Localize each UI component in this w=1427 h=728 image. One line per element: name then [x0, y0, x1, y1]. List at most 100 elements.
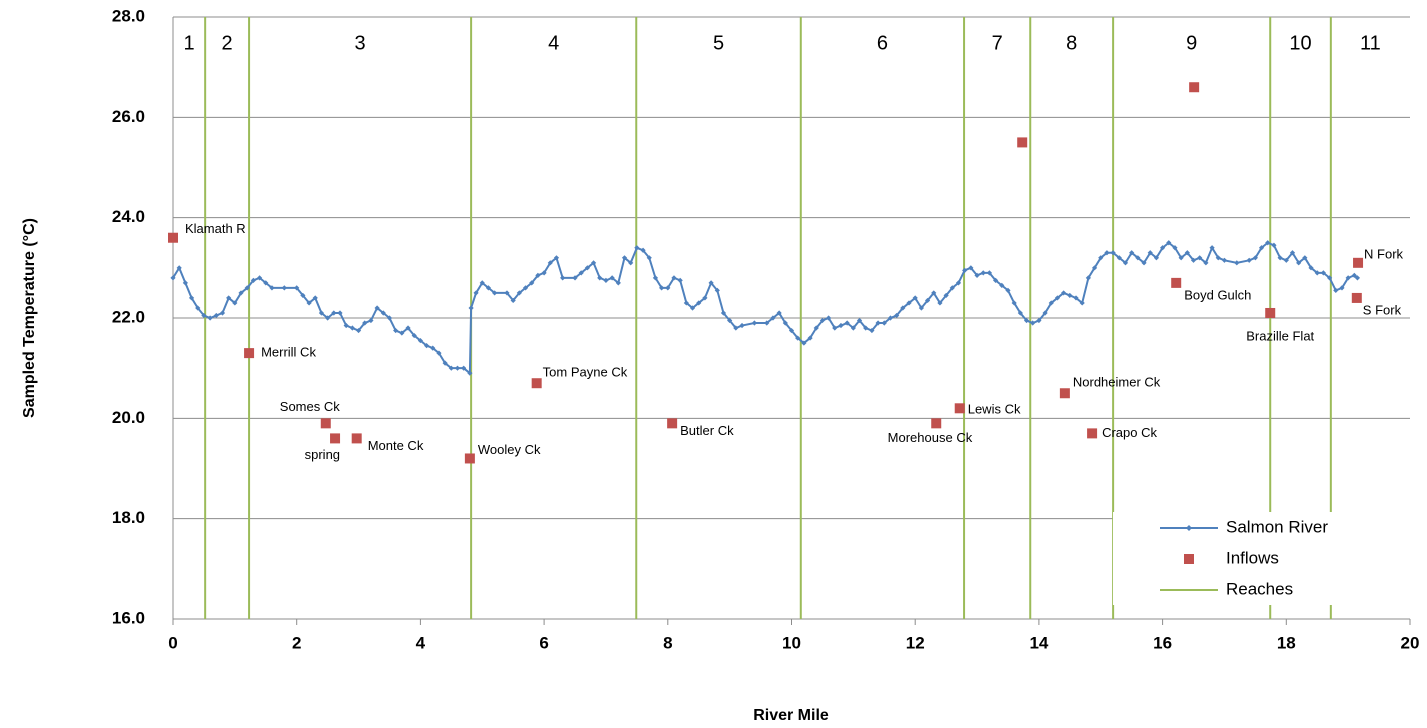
temperature-marker	[844, 320, 850, 326]
x-tick-label: 20	[1401, 633, 1420, 652]
inflow-marker	[931, 418, 942, 429]
temperature-marker	[646, 255, 652, 261]
temperature-marker	[850, 325, 856, 331]
temperature-marker	[739, 322, 745, 329]
legend-label: Reaches	[1226, 579, 1293, 598]
temperature-marker	[714, 287, 720, 294]
temperature-marker	[1104, 250, 1110, 256]
temperature-marker	[374, 305, 380, 311]
temperature-marker	[1023, 317, 1030, 324]
y-tick-label: 28.0	[112, 6, 145, 25]
temperature-marker	[343, 322, 349, 329]
temperature-marker	[584, 265, 590, 271]
temperature-marker	[244, 285, 250, 291]
temperature-marker	[1283, 257, 1289, 263]
temperature-marker	[1215, 255, 1221, 261]
temperature-marker	[485, 285, 492, 291]
temperature-marker	[468, 305, 474, 311]
inflow-label: N Fork	[1364, 246, 1404, 261]
temperature-marker	[473, 290, 479, 296]
inflow-label: Monte Ck	[368, 438, 424, 453]
temperature-marker	[807, 335, 813, 341]
y-axis-title: Sampled Temperature (°C)	[21, 218, 38, 418]
temperature-marker	[269, 285, 275, 291]
temperature-marker	[522, 285, 529, 291]
temperature-marker	[1172, 245, 1178, 251]
temperature-marker	[226, 295, 232, 301]
x-tick-label: 10	[782, 633, 801, 652]
temperature-marker	[696, 300, 702, 306]
temperature-marker	[1320, 270, 1327, 276]
temperature-marker	[461, 365, 467, 371]
temperature-marker	[281, 285, 287, 291]
y-tick-label: 18.0	[112, 508, 145, 527]
temperature-marker	[188, 295, 195, 301]
temperature-marker	[1129, 250, 1135, 256]
temperature-marker	[1147, 250, 1153, 256]
x-tick-label: 6	[539, 633, 548, 652]
inflow-label: Lewis Ck	[968, 402, 1021, 417]
temperature-marker	[176, 265, 182, 271]
temperature-marker	[881, 320, 887, 326]
temperature-marker	[1073, 295, 1079, 301]
temperature-marker	[430, 345, 436, 351]
inflow-marker	[244, 348, 255, 359]
temperature-marker	[411, 332, 417, 339]
temperature-marker	[170, 275, 176, 281]
temperature-marker	[924, 297, 931, 304]
inflow-label: Morehouse Ck	[888, 430, 973, 445]
temperature-marker	[380, 310, 386, 316]
temperature-marker	[1061, 290, 1067, 296]
temperature-marker	[553, 255, 560, 261]
temperature-marker	[1252, 255, 1258, 261]
reach-label: 8	[1066, 32, 1077, 54]
temperature-marker	[968, 265, 974, 271]
temperature-marker	[634, 245, 640, 251]
temperature-marker	[479, 280, 485, 286]
temperature-marker	[355, 327, 362, 334]
temperature-marker	[504, 290, 510, 296]
temperature-marker	[529, 280, 535, 286]
temperature-marker	[906, 300, 912, 306]
temperature-marker	[955, 280, 962, 286]
temperature-marker	[894, 312, 900, 319]
temperature-marker	[1017, 310, 1023, 316]
temperature-marker	[1079, 300, 1085, 306]
reach-label: 10	[1289, 32, 1311, 54]
temperature-line	[172, 241, 1359, 376]
temperature-marker	[572, 275, 578, 281]
temperature-marker	[621, 255, 628, 261]
temperature-marker	[1005, 287, 1011, 294]
temperature-marker	[578, 270, 584, 276]
temperature-marker	[1160, 245, 1166, 251]
temperature-marker	[1098, 255, 1104, 261]
temperature-marker	[349, 325, 355, 331]
x-axis-title: River Mile	[753, 707, 829, 724]
temperature-marker	[869, 327, 875, 334]
temperature-marker	[405, 325, 411, 331]
temperature-marker	[1314, 270, 1320, 276]
temperature-marker	[1265, 240, 1271, 246]
temperature-marker	[609, 275, 615, 281]
inflow-marker	[954, 403, 965, 414]
temperature-marker	[219, 310, 226, 316]
temperature-marker	[362, 320, 368, 326]
temperature-marker	[819, 317, 826, 324]
temperature-marker	[448, 365, 454, 371]
reach-label: 7	[992, 32, 1003, 54]
reach-label: 9	[1186, 32, 1197, 54]
temperature-marker	[1354, 275, 1361, 281]
inflow-marker	[1017, 137, 1028, 148]
temperature-marker	[256, 275, 263, 281]
temperature-marker	[999, 282, 1005, 288]
temperature-marker	[665, 285, 671, 291]
temperature-marker	[1234, 260, 1240, 266]
temperature-marker	[708, 280, 714, 286]
temperature-marker	[232, 300, 238, 306]
temperature-marker	[727, 317, 733, 324]
temperature-marker	[300, 292, 306, 299]
temperature-marker	[937, 300, 943, 306]
temperature-marker	[652, 275, 659, 281]
temperature-marker	[1042, 310, 1048, 316]
inflow-marker	[667, 418, 678, 429]
